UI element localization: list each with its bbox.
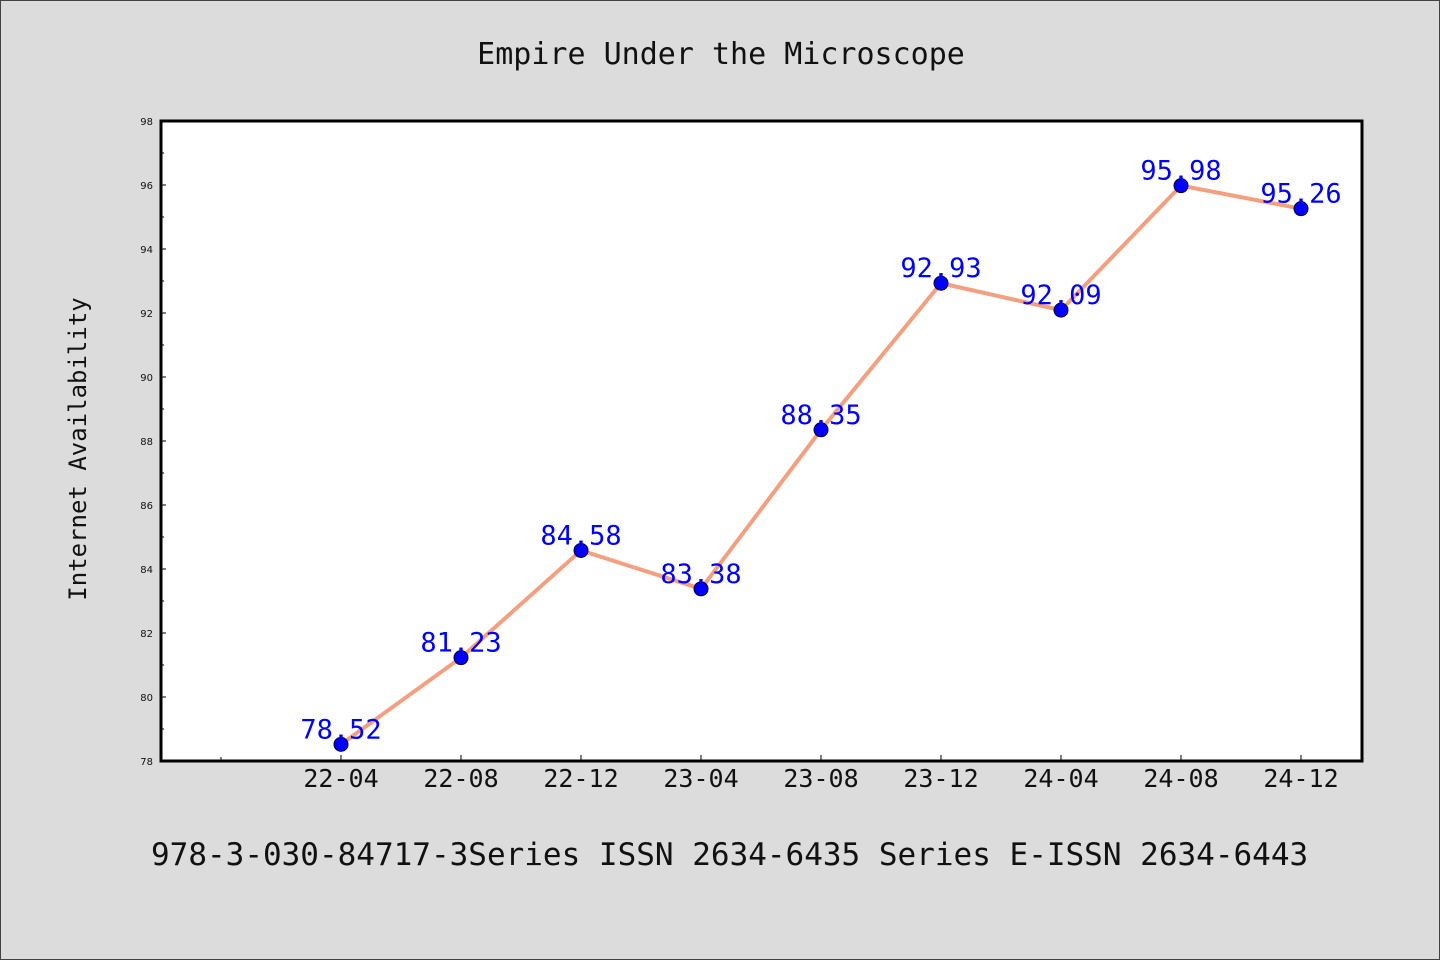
data-label: 83.38: [660, 559, 741, 590]
plot-frame: [159, 119, 1364, 763]
y-tick-label: 90: [140, 373, 153, 384]
y-tick-label: 82: [140, 629, 153, 640]
x-axis: 22-04 22-08 22-12 23-04 23-08 23-12 24-04 24-08…: [220, 755, 1339, 793]
y-tick-label: 98: [140, 117, 153, 128]
x-tick-label: 23-04: [663, 764, 738, 793]
data-label: 81.23: [420, 628, 501, 659]
y-tick-label: 80: [140, 693, 153, 704]
data-point-marker: [933, 275, 949, 291]
data-label: 95.98: [1140, 156, 1221, 187]
x-tick-label: 23-08: [783, 764, 858, 793]
data-label: 78.52: [300, 714, 381, 745]
y-tick-label: 94: [140, 245, 153, 256]
footer-text: 978-3-030-84717-3Series ISSN 2634-6435 S…: [151, 837, 1308, 873]
data-label: 84.58: [540, 520, 621, 551]
x-tick-label: 22-08: [423, 764, 498, 793]
series-markers: [333, 178, 1309, 752]
data-point-marker: [813, 422, 829, 438]
data-point-marker: [1173, 178, 1189, 194]
y-tick-label: 84: [140, 565, 153, 576]
data-point-marker: [1053, 302, 1069, 318]
data-label: 88.35: [780, 400, 861, 431]
x-tick-label: 24-04: [1023, 764, 1098, 793]
plot-area: [161, 121, 1362, 761]
y-axis-label: Internet Availability: [64, 297, 92, 600]
chart-title: Empire Under the Microscope: [477, 37, 965, 72]
data-labels: 78.52 81.23 84.58 83.38 88.35 92.93 92.09 95.98…: [300, 156, 1341, 746]
data-label: 92.09: [1020, 280, 1101, 311]
data-point-marker: [693, 581, 709, 597]
y-tick-label: 96: [140, 181, 153, 192]
y-tick-label: 86: [140, 501, 153, 512]
y-tick-label: 92: [140, 309, 153, 320]
x-tick-label: 24-12: [1263, 764, 1338, 793]
data-point-marker: [453, 650, 469, 666]
x-tick-label: 22-12: [543, 764, 618, 793]
y-tick-label: 88: [140, 437, 153, 448]
y-tick-label: 78: [140, 757, 153, 768]
data-label: 92.93: [900, 253, 981, 284]
x-tick-label: 23-12: [903, 764, 978, 793]
data-point-marker: [573, 542, 589, 558]
x-tick-label: 24-08: [1143, 764, 1218, 793]
data-label: 95.26: [1260, 179, 1341, 210]
x-tick-label: 22-04: [303, 764, 378, 793]
data-point-marker: [333, 736, 349, 752]
data-point-marker: [1293, 201, 1309, 217]
